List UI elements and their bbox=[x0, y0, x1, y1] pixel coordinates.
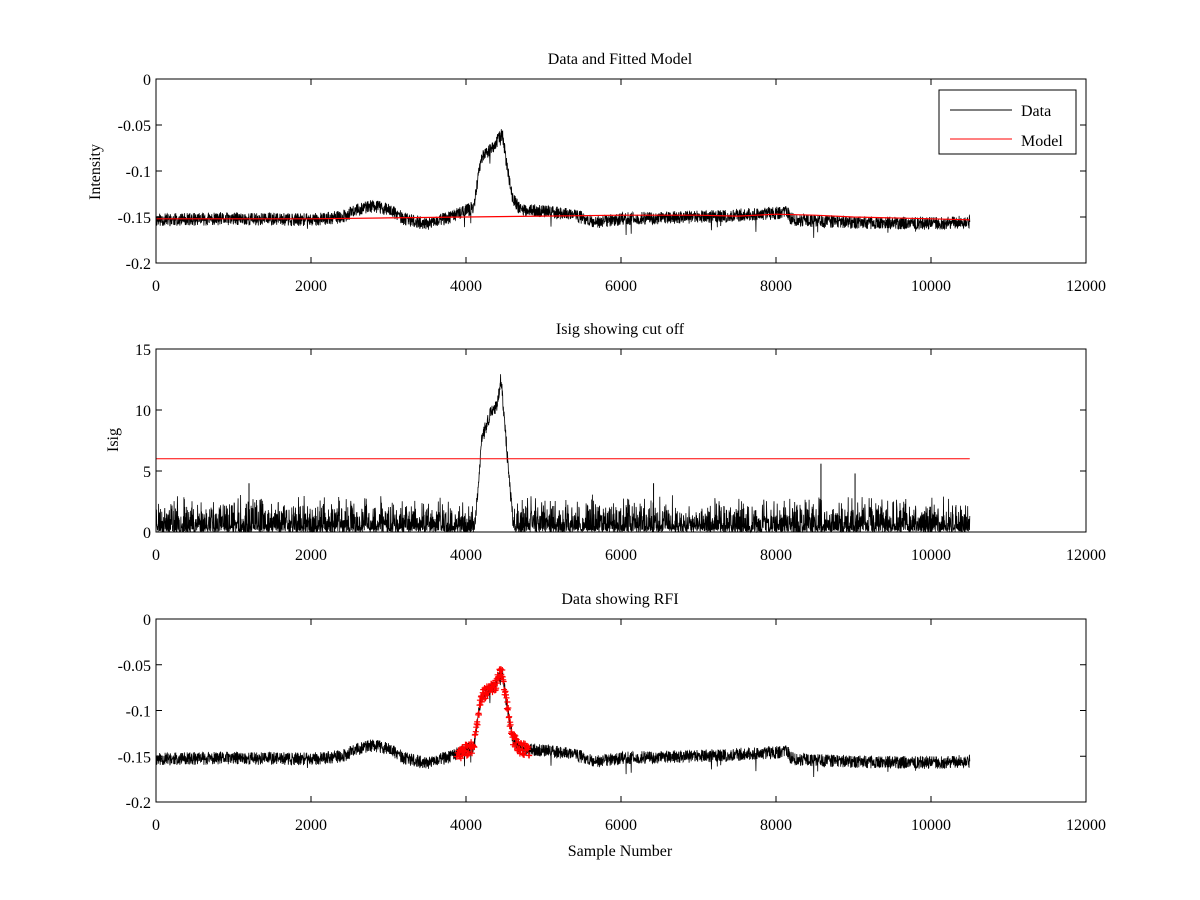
y-tick-label: -0.1 bbox=[126, 164, 151, 181]
x-tick-label: 6000 bbox=[605, 278, 637, 295]
x-tick-label: 10000 bbox=[911, 278, 951, 295]
series-data-line bbox=[155, 129, 971, 238]
chart-panel-isig: Isig showing cut off Isig 0 2000 4000 6000 8… bbox=[105, 321, 1106, 564]
y-tick-label: -0.15 bbox=[118, 210, 151, 227]
y-tick-label: 5 bbox=[143, 464, 151, 481]
y-tick-label: 0 bbox=[143, 72, 151, 89]
axis-ticks: 0 2000 4000 6000 8000 10000 12000 0 -0.05 -0.1 -0.… bbox=[118, 72, 1106, 295]
x-tick-label: 4000 bbox=[450, 547, 482, 564]
y-tick-label: -0.15 bbox=[118, 749, 151, 766]
x-tick-label: 2000 bbox=[295, 278, 327, 295]
x-tick-label: 12000 bbox=[1066, 547, 1106, 564]
x-tick-label: 6000 bbox=[605, 547, 637, 564]
y-tick-label: -0.1 bbox=[126, 704, 151, 721]
y-axis-label: Intensity bbox=[87, 144, 104, 200]
axis-ticks: 0 2000 4000 6000 8000 10000 12000 0 5 10 15 bbox=[135, 342, 1106, 564]
chart-title: Isig showing cut off bbox=[556, 321, 685, 338]
y-tick-label: -0.2 bbox=[126, 795, 151, 812]
x-tick-label: 8000 bbox=[760, 817, 792, 834]
y-tick-label: -0.05 bbox=[118, 118, 151, 135]
x-tick-label: 2000 bbox=[295, 547, 327, 564]
y-tick-label: 15 bbox=[135, 342, 151, 359]
x-tick-label: 8000 bbox=[760, 278, 792, 295]
chart-title: Data showing RFI bbox=[561, 591, 678, 608]
y-tick-label: 10 bbox=[135, 403, 151, 420]
x-axis-label: Sample Number bbox=[568, 843, 673, 860]
axes-frame bbox=[155, 618, 1087, 803]
series-rfi-markers bbox=[453, 666, 533, 762]
x-tick-label: 4000 bbox=[450, 817, 482, 834]
chart-panel-intensity: Data and Fitted Model Intensity 0 2000 400… bbox=[87, 51, 1106, 295]
plot-area bbox=[155, 374, 971, 534]
chart-title: Data and Fitted Model bbox=[548, 51, 693, 68]
axes-frame bbox=[155, 348, 1087, 533]
y-tick-label: 0 bbox=[143, 525, 151, 542]
x-tick-label: 4000 bbox=[450, 278, 482, 295]
series-data-line bbox=[155, 668, 971, 778]
axes-frame bbox=[155, 78, 1087, 264]
x-tick-label: 0 bbox=[152, 278, 160, 295]
legend: Data Model bbox=[938, 89, 1077, 155]
legend-box bbox=[938, 89, 1077, 155]
y-tick-label: -0.05 bbox=[118, 658, 151, 675]
legend-label-model: Model bbox=[1021, 133, 1063, 150]
y-axis-label: Isig bbox=[105, 428, 122, 452]
plot-area bbox=[155, 666, 971, 778]
x-tick-label: 0 bbox=[152, 817, 160, 834]
axis-ticks: 0 2000 4000 6000 8000 10000 12000 0 -0.05 -0.1 -0.… bbox=[118, 612, 1106, 834]
chart-panel-rfi: Data showing RFI Sample Number 0 2000 4000… bbox=[118, 591, 1106, 860]
x-tick-label: 10000 bbox=[911, 817, 951, 834]
y-tick-label: 0 bbox=[143, 612, 151, 629]
plot-area bbox=[155, 129, 971, 238]
series-model-line bbox=[156, 213, 970, 221]
series-isig-line bbox=[155, 374, 971, 534]
x-tick-label: 6000 bbox=[605, 817, 637, 834]
x-tick-label: 12000 bbox=[1066, 817, 1106, 834]
x-tick-label: 10000 bbox=[911, 547, 951, 564]
y-tick-label: -0.2 bbox=[126, 256, 151, 273]
x-tick-label: 2000 bbox=[295, 817, 327, 834]
x-tick-label: 8000 bbox=[760, 547, 792, 564]
x-tick-label: 12000 bbox=[1066, 278, 1106, 295]
legend-label-data: Data bbox=[1021, 103, 1051, 120]
x-tick-label: 0 bbox=[152, 547, 160, 564]
